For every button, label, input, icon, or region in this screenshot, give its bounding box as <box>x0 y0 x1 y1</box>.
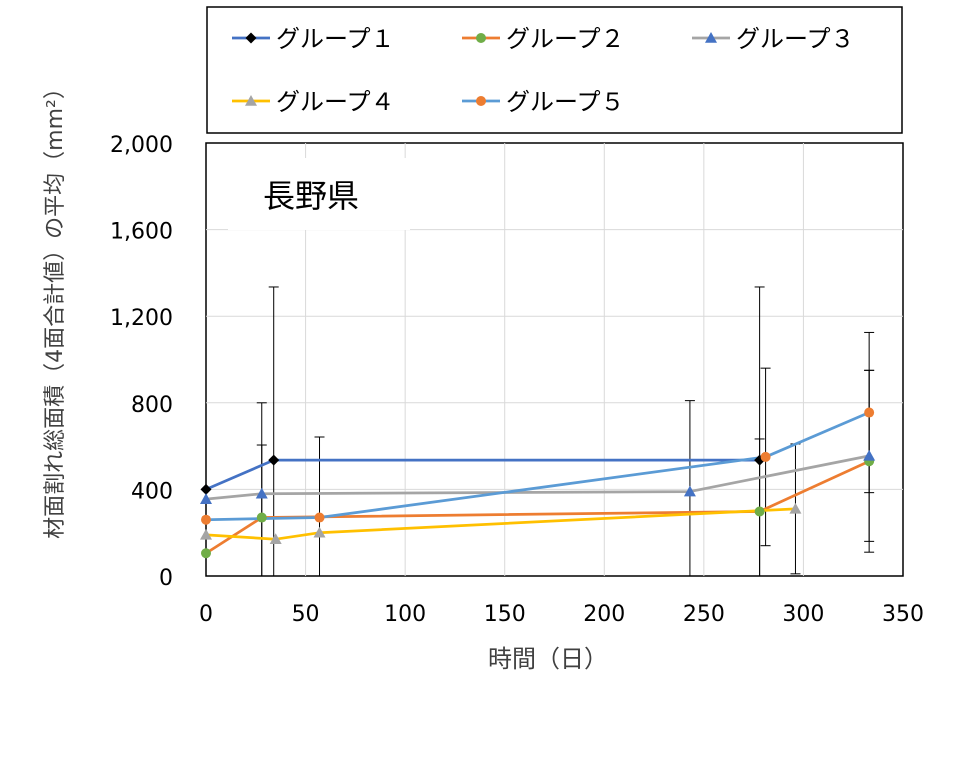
legend-marker-4 <box>245 95 257 106</box>
legend-marker-2 <box>476 33 486 43</box>
legend-marker-5 <box>476 96 486 106</box>
x-axis-label: 時間（日） <box>488 645 608 673</box>
data-point-series-4 <box>269 533 282 544</box>
x-tick-label: 200 <box>583 602 625 627</box>
series-line-4 <box>205 507 796 541</box>
x-tick-label: 0 <box>199 602 213 627</box>
legend-label-4: グループ４ <box>276 88 395 116</box>
data-point-series-5 <box>760 451 771 462</box>
chart-title: 長野県 <box>263 177 359 215</box>
data-point-series-2 <box>754 506 765 517</box>
legend-label-1: グループ１ <box>276 25 395 53</box>
x-tick-label: 350 <box>882 602 924 627</box>
y-tick-label: 2,000 <box>110 133 173 158</box>
legend: グループ１ グループ２ グループ３ グループ４ グループ５ <box>206 6 903 134</box>
y-tick-label: 1,200 <box>110 306 173 331</box>
error-bars <box>256 286 875 576</box>
y-tick-label: 0 <box>159 566 173 591</box>
x-tick-label: 50 <box>292 602 320 627</box>
legend-box <box>206 6 903 134</box>
x-tick-label: 250 <box>683 602 725 627</box>
x-tick-label: 100 <box>384 602 426 627</box>
legend-marker-3 <box>705 32 717 43</box>
legend-label-2: グループ２ <box>506 25 625 53</box>
legend-marker-1 <box>245 32 257 44</box>
series-markers <box>200 407 876 559</box>
data-point-series-5 <box>314 512 325 523</box>
data-point-series-4 <box>200 528 212 540</box>
data-point-series-4 <box>313 526 326 538</box>
y-axis-label: 材面割れ総面積（4面合計値）の平均（mm²） <box>43 77 68 539</box>
series-line-3 <box>205 454 870 501</box>
legend-label-5: グループ５ <box>506 88 625 116</box>
legend-label-3: グループ３ <box>736 25 855 53</box>
data-point-series-4 <box>789 502 802 514</box>
data-point-series-1 <box>268 454 280 466</box>
data-point-series-5 <box>201 514 211 525</box>
axes: 0 400 800 1,200 1,600 2,000 0 50 100 150 200 250 300… <box>110 133 924 627</box>
y-tick-label: 1,600 <box>110 220 173 245</box>
data-point-series-2 <box>201 548 211 559</box>
x-tick-label: 150 <box>484 602 526 627</box>
data-point-series-3 <box>683 485 696 497</box>
y-tick-label: 800 <box>131 393 173 418</box>
x-tick-label: 300 <box>782 602 824 627</box>
data-point-series-2 <box>256 512 267 523</box>
data-point-series-5 <box>864 407 875 418</box>
chart-title-background <box>228 158 410 230</box>
data-point-series-3 <box>255 487 268 499</box>
y-tick-label: 400 <box>131 479 173 504</box>
data-point-series-1 <box>200 483 212 495</box>
data-point-series-3 <box>863 449 876 461</box>
data-point-series-3 <box>200 493 212 504</box>
